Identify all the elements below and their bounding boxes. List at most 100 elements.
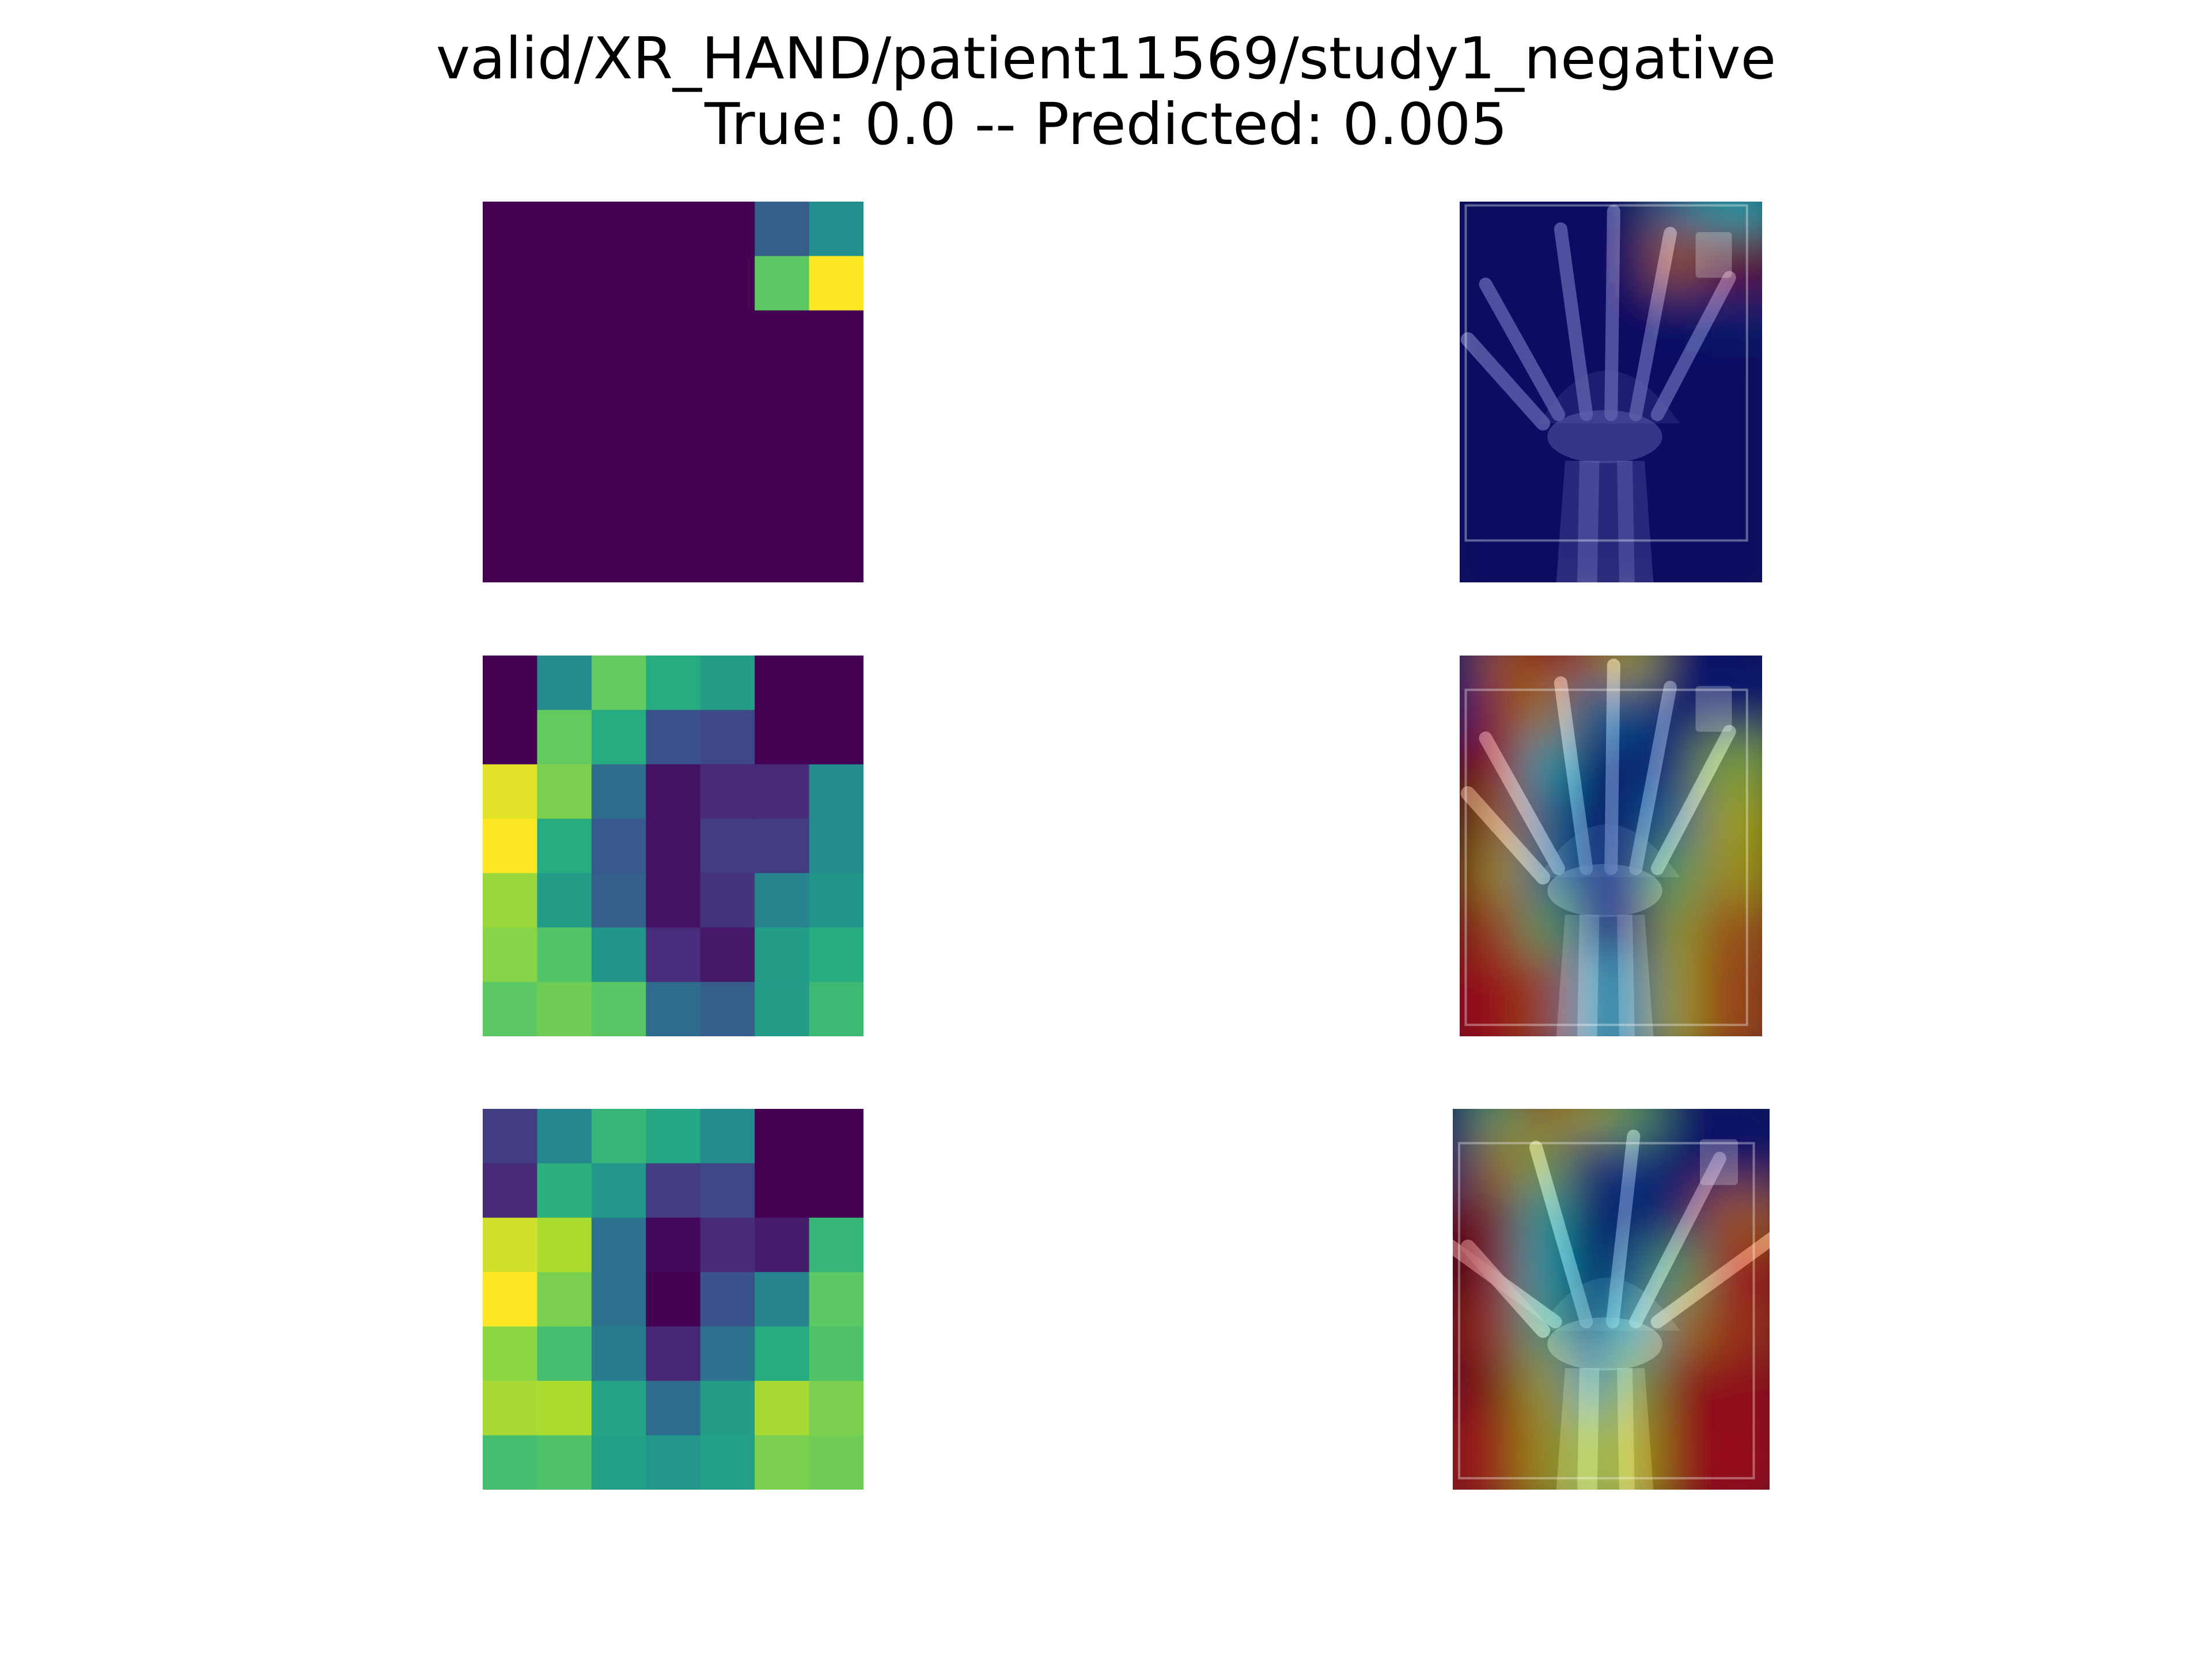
heatmap-3-cell-r1c4 [700,1163,755,1218]
heatmap-2-cell-r3c0 [483,819,538,874]
heatmap-1-cell-r0c1 [537,202,592,257]
heatmap-3-cell-r6c2 [591,1435,646,1490]
heatmap-1-cell-r3c2 [591,365,646,420]
heatmap-2-cell-r5c2 [591,927,646,983]
heatmap-1-cell-r5c2 [591,474,646,529]
heatmap-3-cell-r6c1 [537,1435,592,1490]
heatmap-1-cell-r4c3 [646,419,701,474]
heatmap-2-cell-r3c2 [591,819,646,874]
heatmap-2-cell-r4c2 [591,873,646,928]
heatmap-3-cell-r4c4 [700,1326,755,1381]
film-plate-border [1464,688,1748,1027]
heatmap-2-cell-r3c3 [646,819,701,874]
heatmap-3-cell-r1c0 [483,1163,538,1218]
heatmap-2-cell-r1c1 [537,710,592,765]
xray-overlay-panel-3 [1453,1109,1770,1490]
heatmap-1-cell-r2c6 [809,310,863,365]
heatmap-2-cell-r2c3 [646,764,701,819]
heatmap-2-cell-r0c2 [591,656,646,711]
heatmap-2-cell-r1c2 [591,710,646,765]
heatmap-3-cell-r3c0 [483,1272,538,1327]
heatmap-3-cell-r2c0 [483,1217,538,1272]
heatmap-3-cell-r5c3 [646,1381,701,1436]
overlay-2-cell-r6c6 [1697,955,1762,1036]
heatmap-2-cell-r4c3 [646,873,701,928]
heatmap-3-cell-r0c0 [483,1109,538,1164]
heatmap-3-cell-r5c5 [755,1381,810,1436]
heatmap-2-cell-r4c4 [700,873,755,928]
heatmap-1-cell-r4c1 [537,419,592,474]
heatmap-2-cell-r0c0 [483,656,538,711]
film-marker-tag [1695,232,1732,278]
heatmap-2-cell-r4c6 [809,873,863,928]
film-plate-border [1458,1142,1755,1480]
heatmap-2-cell-r6c0 [483,982,538,1036]
film-marker-tag [1700,1139,1738,1185]
heatmap-2-cell-r4c5 [755,873,810,928]
heatmap-1-cell-r4c4 [700,419,755,474]
heatmap-3-cell-r1c2 [591,1163,646,1218]
heatmap-2-cell-r2c1 [537,764,592,819]
heatmap-3-cell-r1c3 [646,1163,701,1218]
heatmap-2-cell-r2c0 [483,764,538,819]
heatmap-2-cell-r6c6 [809,982,863,1036]
heatmap-3-cell-r5c1 [537,1381,592,1436]
heatmap-2-cell-r2c2 [591,764,646,819]
heatmap-1-cell-r4c5 [755,419,810,474]
overlay-3-cell-r6c6 [1702,1408,1770,1490]
heatmap-3-cell-r3c3 [646,1272,701,1327]
heatmap-1-cell-r3c1 [537,365,592,420]
heatmap-3-cell-r0c1 [537,1109,592,1164]
heatmap-1-cell-r0c0 [483,202,538,257]
heatmap-3-cell-r0c2 [591,1109,646,1164]
xray-overlay-panel-2 [1460,656,1762,1036]
heatmap-1-cell-r5c5 [755,474,810,529]
heatmap-2-cell-r6c3 [646,982,701,1036]
heatmap-2-cell-r0c5 [755,656,810,711]
heatmap-1-cell-r3c5 [755,365,810,420]
heatmap-2-cell-r0c3 [646,656,701,711]
heatmap-3-cell-r0c4 [700,1109,755,1164]
heatmap-3-cell-r1c6 [809,1163,863,1218]
heatmap-3-cell-r3c2 [591,1272,646,1327]
heatmap-1-cell-r4c0 [483,419,538,474]
heatmap-2-cell-r6c5 [755,982,810,1036]
activation-overlay [1453,1109,1770,1490]
heatmap-2-cell-r4c0 [483,873,538,928]
heatmap-2-cell-r6c2 [591,982,646,1036]
heatmap-1-cell-r2c1 [537,310,592,365]
heatmap-1-cell-r0c3 [646,202,701,257]
heatmap-2-cell-r1c6 [809,710,863,765]
heatmap-3-cell-r4c3 [646,1326,701,1381]
heatmap-2-cell-r1c0 [483,710,538,765]
heatmap-3-cell-r5c0 [483,1381,538,1436]
heatmap-2-cell-r2c6 [809,764,863,819]
heatmap-3-cell-r2c5 [755,1217,810,1272]
heatmap-3-cell-r2c3 [646,1217,701,1272]
heatmap-1-cell-r6c1 [537,528,592,582]
figure-title: valid/XR_HAND/patient11569/study1_negati… [435,25,1777,92]
heatmap-1-cell-r2c2 [591,310,646,365]
heatmap-3-cell-r6c6 [809,1435,863,1490]
heatmap-1-cell-r1c5 [755,256,810,311]
heatmap-1-cell-r0c6 [809,202,863,257]
heatmap-1-cell-r6c3 [646,528,701,582]
film-plate-border [1464,204,1748,542]
heatmap-1-cell-r5c6 [809,474,863,529]
heatmap-panel-3 [483,1109,863,1490]
activation-overlay [1460,656,1762,1036]
heatmap-1-cell-r4c2 [591,419,646,474]
heatmap-2-cell-r5c1 [537,927,592,983]
heatmap-2-cell-r3c6 [809,819,863,874]
heatmap-2-cell-r6c4 [700,982,755,1036]
heatmap-3-cell-r4c6 [809,1326,863,1381]
heatmap-2-cell-r5c0 [483,927,538,983]
heatmap-1-cell-r5c4 [700,474,755,529]
heatmap-1-cell-r5c0 [483,474,538,529]
heatmap-3-cell-r2c6 [809,1217,863,1272]
heatmap-3-cell-r5c6 [809,1381,863,1436]
heatmap-1-cell-r6c5 [755,528,810,582]
heatmap-3-cell-r3c1 [537,1272,592,1327]
heatmap-1-cell-r2c4 [700,310,755,365]
heatmap-2-cell-r4c1 [537,873,592,928]
